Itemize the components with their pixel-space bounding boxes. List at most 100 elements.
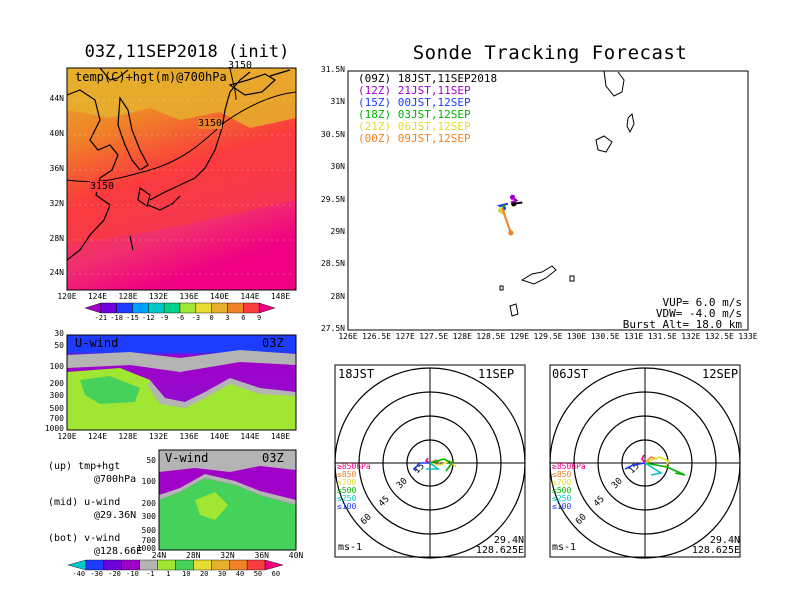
- u-wind-label: U-wind: [75, 336, 119, 350]
- track-lon-tick: 133E: [738, 332, 758, 341]
- hodo-left-date: 11SEP: [478, 367, 515, 381]
- hodo-trace: [426, 462, 441, 470]
- track-lon-tick: 126.5E: [362, 332, 392, 341]
- hodo-left-time: 18JST: [338, 367, 375, 381]
- hodo-right-time: 06JST: [552, 367, 589, 381]
- track-lon-tick: 129E: [509, 332, 530, 341]
- hodo-ring-label: 30: [395, 476, 410, 491]
- note-bot-1: (bot) v-wind: [48, 533, 121, 544]
- wind-colorbar-label: -1: [146, 570, 155, 578]
- hodo-level-label: ≥850hPa: [337, 462, 371, 471]
- hodo-level-label: ≤500: [552, 486, 572, 495]
- wind-colorbar-label: -40: [72, 570, 86, 578]
- u-pressure-tick: 500: [49, 404, 64, 413]
- u-lon-tick: 136E: [179, 432, 199, 441]
- track-lon-tick: 132.5E: [704, 332, 734, 341]
- track-lon-tick: 127.5E: [419, 332, 449, 341]
- hodo-ring-label: 30: [610, 476, 625, 491]
- param-vup: VUP= 6.0 m/s: [662, 296, 742, 309]
- hodo-ring-label: 60: [359, 512, 374, 527]
- v-wind-label: V-wind: [165, 451, 209, 465]
- colorbar-label: -9: [159, 314, 169, 322]
- track-lat-tick: 28N: [330, 291, 345, 301]
- track-lat-tick: 30.5N: [320, 129, 345, 139]
- map-lon-tick: 132E: [148, 292, 169, 301]
- u-lon-tick: 120E: [57, 432, 77, 441]
- colorbar-label: -6: [175, 314, 185, 322]
- track-legend-entry: (18Z) 03JST,12SEP: [358, 108, 471, 121]
- v-wind-time: 03Z: [262, 451, 284, 465]
- hodo-level-label: ≤100: [552, 502, 572, 511]
- v-lat-tick: 36N: [254, 551, 269, 560]
- wind-colorbar-label: 40: [235, 570, 245, 578]
- hodo-trace: [429, 460, 457, 468]
- track-lat-tick: 31.5N: [320, 65, 345, 74]
- u-pressure-tick: 50: [54, 341, 64, 350]
- hodo-ring-label: 45: [592, 494, 607, 509]
- hodo-trace: [644, 462, 686, 476]
- hodo-left-unit: ms-1: [338, 542, 363, 553]
- hodo-trace: [644, 462, 664, 476]
- u-pressure-tick: 100: [49, 362, 64, 371]
- track-lon-tick: 130.5E: [590, 332, 620, 341]
- v-pressure-tick: 100: [141, 477, 156, 486]
- v-lat-tick: 40N: [288, 551, 304, 560]
- map-lon-tick: 120E: [57, 292, 77, 301]
- v-pressure-tick: 1000: [136, 544, 156, 553]
- param-vdw: VDW= -4.0 m/s: [655, 307, 742, 320]
- sonde-tracks: [496, 194, 523, 236]
- u-lon-tick: 124E: [87, 432, 108, 441]
- map-lon-tick: 140E: [209, 292, 230, 301]
- hodo-level-label: ≤250: [337, 494, 357, 503]
- wind-colorbar-label: 1: [166, 570, 171, 578]
- u-pressure-tick: 30: [54, 329, 64, 338]
- track-lon-tick: 132E: [681, 332, 701, 341]
- right-title: Sonde Tracking Forecast: [412, 42, 688, 64]
- left-title: 03Z,11SEP2018 (init): [84, 42, 290, 62]
- track-lon-tick: 131E: [624, 332, 644, 341]
- contour-label-1: 3150: [198, 118, 223, 129]
- track-lon-tick: 127E: [395, 332, 415, 341]
- map-lon-tick: 136E: [179, 292, 199, 301]
- track-lon-tick: 131.5E: [647, 332, 677, 341]
- track-lat-tick: 29N: [330, 226, 345, 236]
- u-pressure-tick: 700: [49, 414, 64, 423]
- track-legend-entry: (12Z) 21JST,11SEP: [358, 84, 471, 97]
- u-lon-tick: 132E: [148, 432, 169, 441]
- track-legend-entry: (21Z) 06JST,12SEP: [358, 120, 471, 133]
- hodo-level-label: ≤850: [337, 470, 357, 479]
- colorbar-label: -15: [126, 314, 139, 322]
- track-legend: (09Z) 18JST,11SEP2018 (12Z) 21JST,11SEP (1…: [358, 73, 497, 145]
- colorbar-label: 3: [225, 314, 230, 322]
- panel-notes: (up) tmp+hgt @700hPa (mid) u-wind @29.36…: [48, 460, 142, 558]
- track-islands: [499, 70, 635, 317]
- v-pressure-tick: 300: [141, 512, 156, 521]
- note-up-2: @700hPa: [94, 474, 137, 485]
- map-lat-tick: 32N: [49, 199, 64, 208]
- wind-colorbar-label: 10: [182, 570, 191, 578]
- colorbar-label: -3: [191, 314, 201, 322]
- v-lat-tick: 28N: [186, 551, 201, 560]
- hodo-level-label: ≥850hPa: [552, 462, 586, 471]
- map-lat-tick: 44N: [49, 94, 64, 103]
- track-lon-tick: 128.5E: [476, 332, 506, 341]
- v-pressure-tick: 200: [141, 499, 156, 508]
- map-lon-tick: 144E: [240, 292, 260, 301]
- map-lat-tick: 36N: [49, 164, 64, 173]
- note-mid-1: (mid) u-wind: [48, 497, 121, 508]
- hodo-trace: [429, 458, 454, 472]
- track-endpoint: [508, 230, 514, 236]
- u-lon-tick: 144E: [240, 432, 260, 441]
- hodo-trace: [641, 454, 646, 464]
- track-lat-tick: 29.5N: [320, 194, 345, 204]
- v-pressure-tick: 700: [141, 536, 156, 545]
- u-wind-time: 03Z: [262, 336, 284, 350]
- track-lat-tick: 27.5N: [320, 324, 345, 333]
- colorbar-label: 9: [257, 314, 262, 322]
- hodo-right-lon: 128.625E: [691, 545, 740, 556]
- hodo-level-label: ≤100: [337, 502, 357, 511]
- track-frame: [347, 70, 749, 331]
- v-pressure-tick: 50: [146, 456, 156, 465]
- wind-colorbar-label: 50: [253, 570, 263, 578]
